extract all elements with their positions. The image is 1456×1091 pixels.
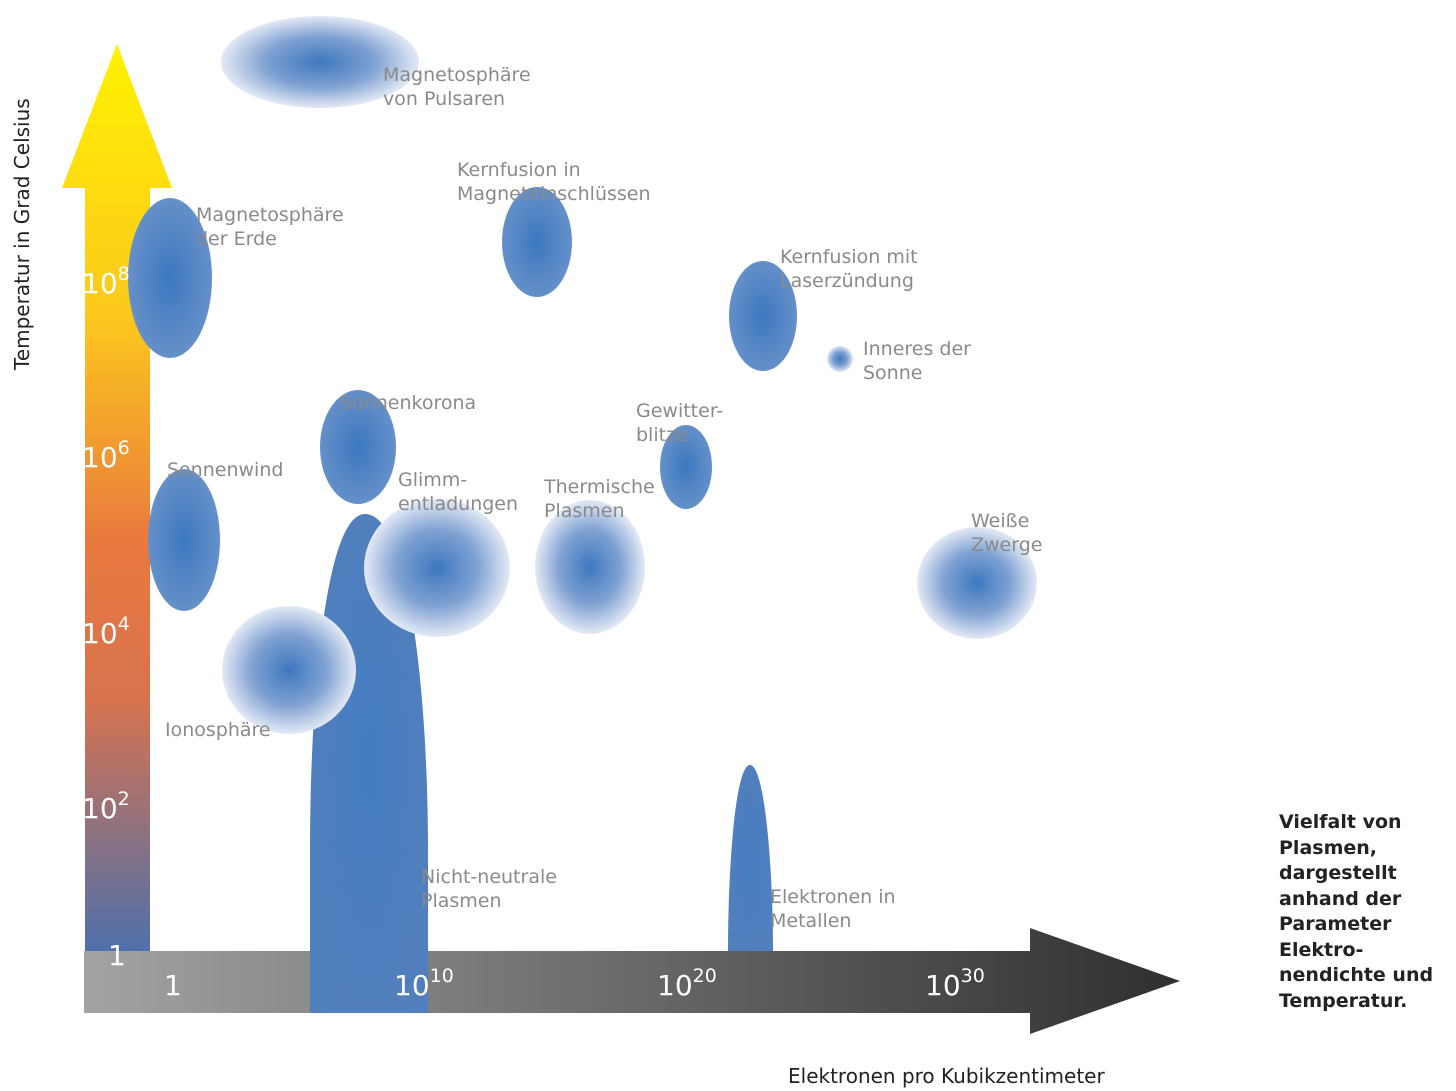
label-glow-discharge: Glimm-entladungen bbox=[398, 469, 518, 515]
label-ionosphere: Ionosphäre bbox=[165, 719, 271, 741]
label-non-neutral-plasma: Nicht-neutrale Plasmen bbox=[421, 866, 557, 912]
y-tick-10-4: 104 bbox=[82, 613, 130, 650]
label-magnetic-fusion: Kernfusion in Magneteinschlüssen bbox=[457, 159, 651, 205]
region-metal-electrons bbox=[728, 765, 773, 951]
region-earth-magnetosphere bbox=[128, 198, 212, 358]
label-solar-corona: Sonnenkorona bbox=[340, 392, 476, 414]
caption-line: Parameter bbox=[1279, 913, 1392, 935]
label-earth-magnetosphere: Magnetosphäre der Erde bbox=[196, 204, 344, 250]
label-thermal-plasma: Thermische Plasmen bbox=[543, 476, 655, 522]
region-lightning bbox=[660, 425, 712, 509]
caption-line: anhand der bbox=[1279, 887, 1402, 910]
x-tick-10-20: 1020 bbox=[657, 965, 717, 1002]
y-tick-labels: 1 102 104 106 108 bbox=[82, 263, 130, 972]
caption-line: Plasmen, bbox=[1279, 836, 1377, 859]
x-tick-labels: 1 1010 1020 1030 bbox=[164, 965, 985, 1002]
region-glow-discharge bbox=[364, 499, 510, 637]
region-solar-corona bbox=[320, 390, 396, 504]
label-white-dwarfs: Weiße Zwerge bbox=[971, 510, 1042, 556]
region-white-dwarfs bbox=[917, 527, 1037, 639]
figure-caption: Vielfalt von Plasmen, dargestellt anhand… bbox=[1279, 810, 1454, 1014]
label-solar-interior: Inneres der Sonne bbox=[863, 338, 971, 384]
label-solar-wind: Sonnenwind bbox=[167, 459, 283, 481]
region-pulsar-magnetosphere bbox=[221, 16, 419, 108]
x-axis-title: Elektronen pro Kubikzentimeter bbox=[788, 1064, 1105, 1088]
y-tick-10-6: 106 bbox=[82, 437, 130, 474]
x-tick-1: 1 bbox=[164, 969, 182, 1002]
caption-line: nendichte und bbox=[1279, 964, 1434, 986]
region-solar-wind bbox=[148, 469, 220, 611]
caption-line: dargestellt bbox=[1279, 862, 1397, 884]
region-shapes bbox=[128, 16, 1037, 1013]
y-axis-title: Temperatur in Grad Celsius bbox=[10, 98, 34, 371]
y-tick-10-8: 108 bbox=[82, 263, 130, 300]
region-thermal-plasma bbox=[535, 500, 645, 634]
y-tick-10-2: 102 bbox=[82, 788, 130, 825]
caption-line: Elektro- bbox=[1279, 938, 1364, 961]
label-laser-fusion: Kernfusion mit Laserzündung bbox=[780, 246, 918, 292]
region-solar-interior bbox=[827, 346, 853, 372]
x-tick-10-30: 1030 bbox=[925, 965, 985, 1002]
label-metal-electrons: Elektronen in Metallen bbox=[770, 886, 896, 932]
label-pulsar-magnetosphere: Magnetosphäre von Pulsaren bbox=[383, 64, 531, 110]
x-axis-arrow bbox=[84, 928, 1180, 1034]
region-ionosphere bbox=[222, 606, 356, 734]
x-tick-10-10: 1010 bbox=[394, 965, 454, 1002]
caption-line: Vielfalt von bbox=[1279, 811, 1402, 833]
region-laser-fusion bbox=[729, 261, 797, 371]
label-lightning: Gewitter-blitze bbox=[636, 400, 723, 446]
region-labels: Magnetosphäre von Pulsaren Kernfusion in M… bbox=[165, 64, 1042, 932]
caption-line: Temperatur. bbox=[1279, 989, 1408, 1012]
region-magnetic-fusion bbox=[502, 187, 572, 297]
y-tick-1: 1 bbox=[108, 939, 126, 972]
